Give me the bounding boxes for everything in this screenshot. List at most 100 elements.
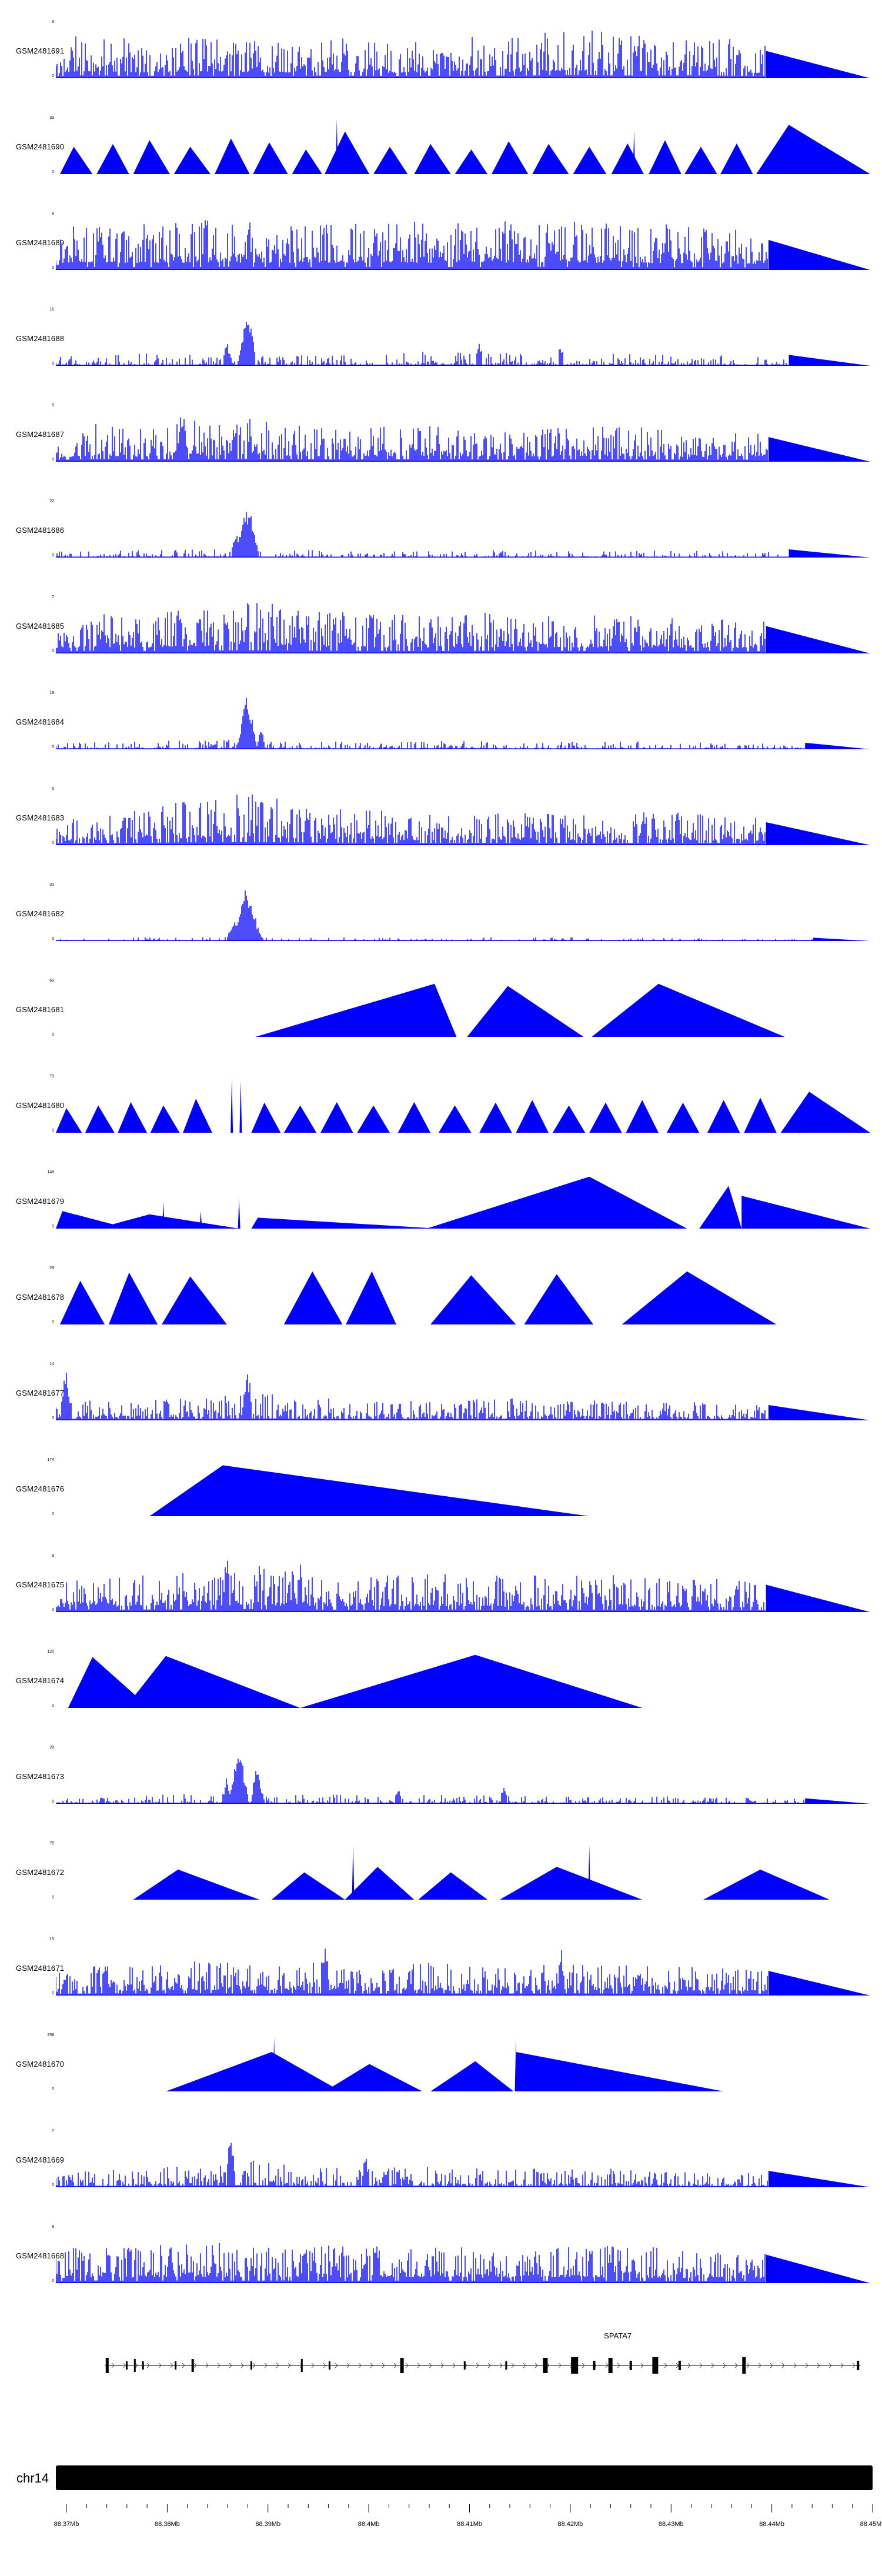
signal-spikes bbox=[56, 31, 766, 78]
signal-spike bbox=[514, 2039, 517, 2091]
signal-spikes bbox=[56, 2243, 766, 2283]
signal-triangle bbox=[173, 146, 211, 174]
exon-box bbox=[742, 2357, 746, 2374]
coverage-signal bbox=[56, 698, 870, 749]
signal-spikes bbox=[56, 1759, 806, 1804]
signal-spikes bbox=[56, 220, 768, 270]
signal-triangle bbox=[325, 131, 370, 174]
signal-wedge bbox=[805, 742, 870, 749]
signal-wedge bbox=[766, 51, 870, 78]
coverage-tracks: GSM2481691 6 0 GSM2481690 33 0 GSM2481689 8 0 GSM… bbox=[0, 20, 882, 2283]
signal-triangle bbox=[532, 144, 569, 174]
coverage-signal bbox=[166, 2037, 724, 2091]
strand-arrow-icon bbox=[288, 2363, 291, 2368]
y-axis-min: 0 bbox=[52, 1033, 54, 1037]
strand-arrow-icon bbox=[405, 2363, 409, 2368]
y-axis-max: 33 bbox=[49, 116, 54, 120]
signal-baseline bbox=[56, 652, 766, 653]
coverage-signal bbox=[59, 1271, 777, 1324]
track-label: GSM2481681 bbox=[16, 1005, 65, 1014]
track-row: GSM2481676 174 0 bbox=[0, 1444, 882, 1540]
signal-triangle bbox=[573, 146, 607, 174]
track-label: GSM2481670 bbox=[16, 2060, 65, 2068]
strand-arrow-icon bbox=[476, 2363, 479, 2368]
coverage-signal bbox=[149, 1465, 590, 1516]
exon-box bbox=[463, 2361, 466, 2370]
chromosome-ideogram: chr14 bbox=[0, 2401, 882, 2500]
y-axis-max: 28 bbox=[49, 1746, 54, 1750]
strand-arrow-icon bbox=[746, 2363, 750, 2368]
track-label: GSM2481691 bbox=[16, 46, 65, 55]
exon-box bbox=[400, 2358, 404, 2373]
strand-arrow-icon bbox=[229, 2363, 232, 2368]
track-row: GSM2481669 7 0 bbox=[0, 2115, 882, 2211]
y-axis-max: 9 bbox=[52, 403, 54, 408]
axis-tick-label: 88.43Mb bbox=[658, 2521, 684, 2528]
strand-arrow-icon bbox=[264, 2363, 268, 2368]
signal-triangle bbox=[125, 1656, 300, 1708]
track-row: GSM2481686 22 0 bbox=[0, 485, 882, 581]
axis-ruler bbox=[66, 2504, 873, 2512]
signal-triangle bbox=[720, 143, 753, 174]
signal-triangle bbox=[516, 2052, 724, 2091]
signal-triangle bbox=[118, 1102, 148, 1133]
strand-arrow-icon bbox=[640, 2363, 644, 2368]
track-row: GSM2481671 15 0 bbox=[0, 1923, 882, 2019]
signal-spikes bbox=[56, 890, 814, 941]
track-row: GSM2481687 9 0 bbox=[0, 389, 882, 485]
signal-triangle bbox=[744, 1097, 777, 1133]
y-axis-min: 0 bbox=[52, 1416, 54, 1420]
y-axis-max: 16 bbox=[49, 308, 54, 312]
track-label: GSM2481689 bbox=[16, 238, 65, 247]
y-axis-min: 0 bbox=[52, 1608, 54, 1612]
signal-triangle bbox=[479, 1102, 512, 1133]
signal-triangle bbox=[699, 1186, 742, 1229]
signal-triangle bbox=[166, 2052, 341, 2091]
strand-arrow-icon bbox=[335, 2363, 338, 2368]
y-axis-max: 19 bbox=[49, 691, 54, 695]
strand-arrow-icon bbox=[617, 2363, 620, 2368]
y-axis-min: 0 bbox=[52, 1896, 54, 1900]
coverage-signal bbox=[56, 1078, 870, 1133]
exon-box bbox=[678, 2361, 681, 2370]
track-label: GSM2481674 bbox=[16, 1676, 65, 1685]
signal-baseline bbox=[56, 2186, 769, 2187]
track-row: GSM2481679 148 0 bbox=[0, 1156, 882, 1252]
coverage-signal bbox=[56, 1759, 870, 1804]
signal-triangle bbox=[780, 1092, 870, 1133]
strand-arrow-icon bbox=[582, 2363, 585, 2368]
y-axis-min: 0 bbox=[52, 1129, 54, 1133]
strand-arrow-icon bbox=[758, 2363, 761, 2368]
strand-arrow-icon bbox=[382, 2363, 385, 2368]
signal-triangle bbox=[59, 1280, 105, 1324]
y-axis-min: 0 bbox=[52, 1800, 54, 1804]
exon-box bbox=[652, 2357, 659, 2374]
strand-arrow-icon bbox=[664, 2363, 667, 2368]
strand-arrow-icon bbox=[370, 2363, 373, 2368]
y-axis-min: 0 bbox=[52, 745, 54, 749]
signal-baseline bbox=[56, 365, 789, 366]
track-label: GSM2481671 bbox=[16, 1964, 65, 1973]
y-axis-max: 120 bbox=[47, 1650, 54, 1654]
signal-triangle bbox=[346, 1271, 396, 1324]
strand-arrow-icon bbox=[852, 2363, 856, 2368]
coverage-signal bbox=[56, 890, 870, 941]
y-axis-max: 6 bbox=[52, 787, 54, 791]
signal-triangle bbox=[414, 144, 451, 174]
strand-arrow-icon bbox=[770, 2363, 773, 2368]
y-axis-max: 6 bbox=[52, 20, 54, 24]
signal-spike bbox=[273, 2037, 276, 2091]
signal-triangle bbox=[552, 1105, 586, 1133]
signal-baseline bbox=[56, 461, 769, 462]
y-axis-min: 0 bbox=[52, 1704, 54, 1708]
track-row: GSM2481677 14 0 bbox=[0, 1348, 882, 1444]
strand-arrow-icon bbox=[687, 2363, 691, 2368]
strand-arrow-icon bbox=[170, 2363, 173, 2368]
exon-box bbox=[126, 2361, 128, 2370]
signal-baseline bbox=[56, 1611, 766, 1612]
signal-triangle bbox=[397, 1102, 431, 1133]
signal-triangle bbox=[684, 146, 717, 174]
signal-triangle bbox=[325, 2064, 423, 2091]
coverage-signal bbox=[56, 794, 870, 845]
gene-structure bbox=[105, 2357, 861, 2374]
